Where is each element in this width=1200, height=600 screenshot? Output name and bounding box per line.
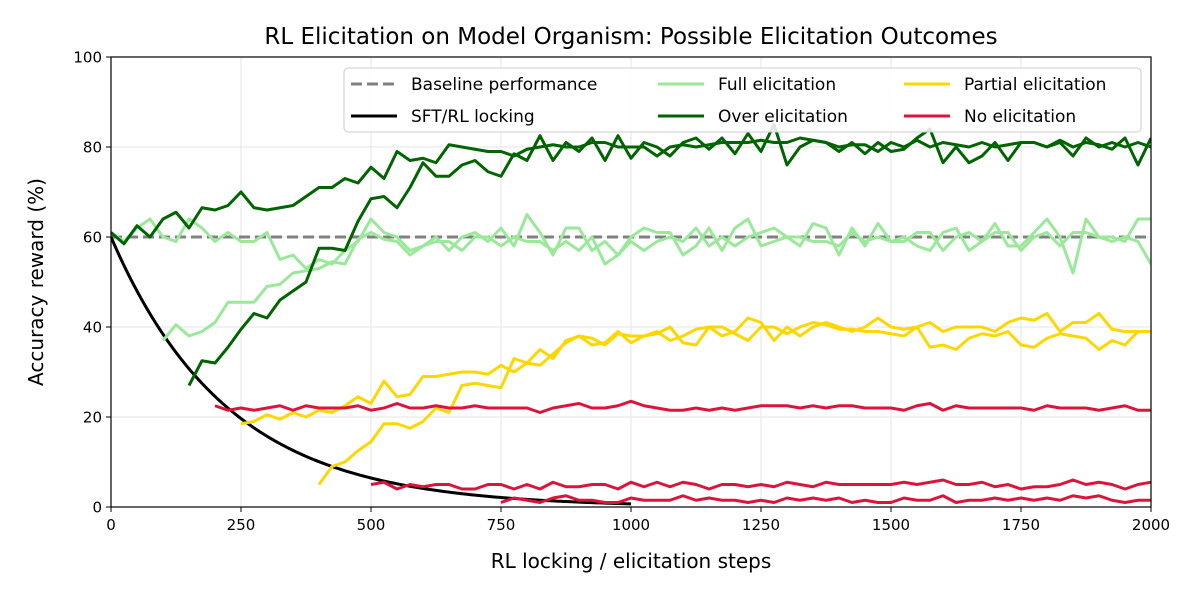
legend-label: No elicitation [964,107,1076,127]
x-tick-label: 1750 [1002,516,1040,534]
legend-label: Partial elicitation [964,75,1106,95]
x-tick-label: 500 [357,516,386,534]
legend-label: Full elicitation [718,75,836,95]
series-line-full-elicitation [111,213,1151,275]
x-tick-label: 250 [227,516,256,534]
legend-label: Baseline performance [411,75,597,95]
y-tick-label: 100 [73,49,102,67]
y-tick-label: 60 [83,229,102,247]
series-line-partial-elicitation [317,321,1151,486]
y-axis-label: Accuracy reward (%) [24,178,48,386]
series-line-no-elicitation [214,399,1151,414]
series-line-over-elicitation [187,123,1151,387]
x-tick-label: 1000 [612,516,650,534]
plot-frame [110,56,1152,508]
series-line-full-elicitation [161,217,1151,342]
series-line-over-elicitation [111,136,1151,246]
axis-ticks: 0 250 500 750 1000 1250 1500 1750 2000 0 20 40 60 80 1… [73,49,1170,535]
series-line-no-elicitation [500,494,1151,504]
y-tick-label: 80 [83,139,102,157]
y-tick-label: 20 [83,409,102,427]
chart-title: RL Elicitation on Model Organism: Possib… [264,24,997,50]
x-tick-label: 750 [487,516,516,534]
y-tick-label: 40 [83,319,102,337]
y-tick-label: 0 [92,499,102,517]
series-line-partial-elicitation [240,312,1151,426]
x-tick-label: 2000 [1132,516,1170,534]
legend-label: SFT/RL locking [411,107,535,127]
x-axis-label: RL locking / elicitation steps [491,549,772,573]
x-tick-label: 1500 [872,516,910,534]
x-tick-label: 1250 [742,516,780,534]
legend: Baseline performance SFT/RL locking Full e… [343,67,1142,133]
x-tick-label: 0 [106,516,116,534]
series-lines [111,123,1151,506]
legend-label: Over elicitation [718,107,848,127]
series-line-no-elicitation [370,478,1151,491]
